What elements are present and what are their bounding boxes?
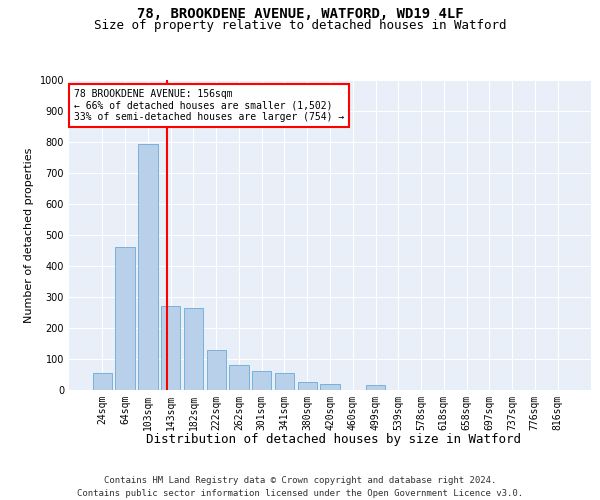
- Bar: [275, 373, 294, 390]
- Text: Distribution of detached houses by size in Watford: Distribution of detached houses by size …: [146, 432, 521, 446]
- Bar: [161, 306, 181, 390]
- Y-axis label: Number of detached properties: Number of detached properties: [24, 148, 34, 322]
- Text: 78 BROOKDENE AVENUE: 156sqm
← 66% of detached houses are smaller (1,502)
33% of : 78 BROOKDENE AVENUE: 156sqm ← 66% of det…: [74, 90, 344, 122]
- Text: 78, BROOKDENE AVENUE, WATFORD, WD19 4LF: 78, BROOKDENE AVENUE, WATFORD, WD19 4LF: [137, 8, 463, 22]
- Bar: [206, 350, 226, 390]
- Text: Contains HM Land Registry data © Crown copyright and database right 2024.: Contains HM Land Registry data © Crown c…: [104, 476, 496, 485]
- Bar: [320, 384, 340, 390]
- Text: Contains public sector information licensed under the Open Government Licence v3: Contains public sector information licen…: [77, 489, 523, 498]
- Bar: [138, 144, 158, 390]
- Bar: [93, 373, 112, 390]
- Bar: [366, 386, 385, 390]
- Bar: [229, 365, 248, 390]
- Bar: [115, 248, 135, 390]
- Text: Size of property relative to detached houses in Watford: Size of property relative to detached ho…: [94, 19, 506, 32]
- Bar: [298, 382, 317, 390]
- Bar: [184, 308, 203, 390]
- Bar: [252, 372, 271, 390]
